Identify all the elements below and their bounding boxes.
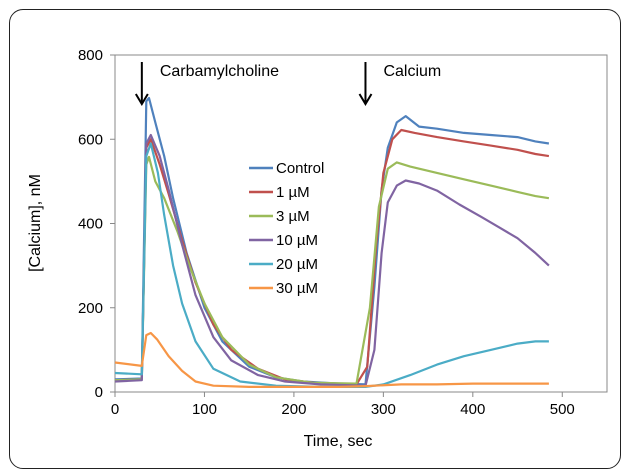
legend-label-1: 1 µM — [276, 184, 310, 201]
legend: Control 1 µM 3 µM 10 µM 20 µM 30 µM — [249, 160, 324, 297]
axes-group: 0 100 200 300 400 500 0 200 400 600 800 — [78, 47, 575, 418]
x-tick-label-4: 400 — [460, 401, 485, 418]
x-tick-label-2: 200 — [281, 401, 306, 418]
x-tick-label-3: 300 — [371, 401, 396, 418]
series-line-2 — [114, 155, 550, 385]
legend-label-0: Control — [276, 160, 324, 177]
annotation-label-0: Carbamylcholine — [160, 63, 279, 80]
y-axis-title: [Calcium], nM — [27, 174, 44, 272]
y-tick-label-0: 0 — [95, 384, 103, 401]
annotation-label-1: Calcium — [383, 63, 441, 80]
y-tick-label-3: 600 — [78, 131, 103, 148]
x-tick-label-0: 0 — [111, 401, 119, 418]
series-line-1 — [114, 128, 550, 386]
x-axis-title: Time, sec — [304, 433, 373, 449]
legend-label-5: 30 µM — [276, 280, 318, 297]
legend-label-3: 10 µM — [276, 232, 318, 249]
legend-label-2: 3 µM — [276, 208, 310, 225]
series-group — [114, 96, 550, 388]
series-line-5 — [114, 331, 549, 388]
series-line-4 — [114, 142, 549, 388]
x-tick-label-1: 100 — [192, 401, 217, 418]
y-tick-label-1: 200 — [78, 300, 103, 317]
line-chart: 0 100 200 300 400 500 0 200 400 600 800 Carbamylch… — [27, 47, 608, 449]
annotation-arrow-head-0 — [134, 93, 149, 106]
y-tick-label-2: 400 — [78, 216, 103, 233]
legend-label-4: 20 µM — [276, 256, 318, 273]
series-line-3 — [114, 133, 550, 387]
annotations: Carbamylcholine Calcium — [134, 62, 441, 106]
annotation-arrow-head-1 — [358, 93, 373, 106]
y-tick-label-4: 800 — [78, 47, 103, 64]
x-tick-label-5: 500 — [550, 401, 575, 418]
